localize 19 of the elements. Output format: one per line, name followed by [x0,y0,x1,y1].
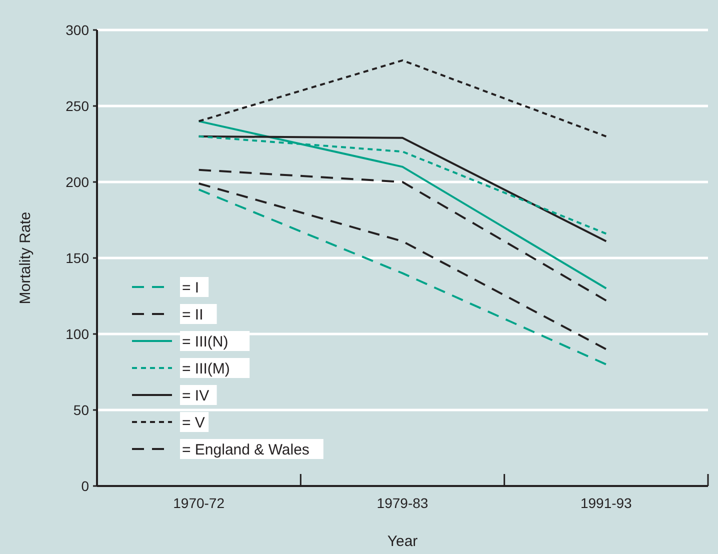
y-axis-title: Mortality Rate [17,212,34,304]
y-tick-label: 100 [66,326,90,342]
legend-label: = V [182,414,205,432]
y-tick-label: 300 [66,22,90,38]
legend-label: = III(M) [182,360,230,378]
legend-label: = I [182,279,200,296]
legend-label: = England & Wales [182,441,310,458]
legend-label: = II [182,306,204,324]
y-tick-label: 150 [66,250,90,266]
y-tick-label: 200 [66,174,90,190]
x-tick-label: 1979-83 [376,495,428,511]
y-tick-label: 250 [66,98,90,114]
x-tick-label: 1970-72 [173,495,225,511]
legend-label: = III(N) [182,333,228,350]
x-axis-title: Year [387,533,418,550]
x-tick-label: 1991-93 [580,495,632,511]
y-tick-label: 50 [73,402,90,418]
legend-label: = IV [182,387,210,404]
y-tick-label: 0 [81,478,90,494]
